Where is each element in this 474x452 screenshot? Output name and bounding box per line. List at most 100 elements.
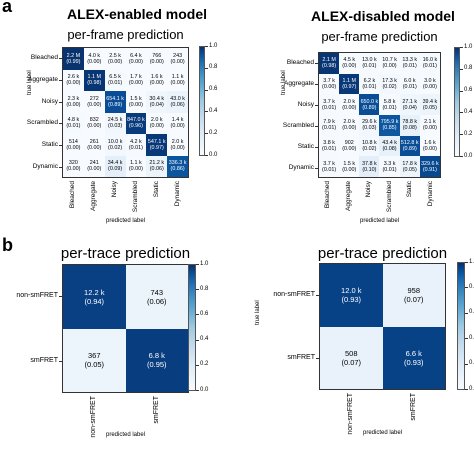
colorbar-tick <box>460 90 463 92</box>
cell-count: 241 <box>89 160 99 167</box>
cell-count: 2.1 k <box>424 119 436 126</box>
cell-fraction: (0.04) <box>149 101 164 108</box>
cell-fraction: (0.00) <box>149 58 164 65</box>
cell-fraction: (0.01) <box>66 123 81 130</box>
cell-count: 29.6 k <box>362 119 377 126</box>
heatmap-cell: 4.5 k (0.00) <box>339 53 360 74</box>
row-tick <box>59 101 62 103</box>
cell-count: 10.0 k <box>107 138 123 145</box>
cell-fraction: (0.99) <box>66 58 81 65</box>
heatmap-cell: 3.7 k (0.01) <box>319 94 340 115</box>
heatmap-cell: 29.6 k (0.03) <box>359 114 380 136</box>
colorbar-tick <box>196 339 199 341</box>
cell-count: 7.9 k <box>323 119 335 126</box>
heatmap-cell: 320 (0.00) <box>63 155 84 177</box>
pf-disabled-ylabel: true label <box>281 70 287 95</box>
heatmap-cell: 3.7 k (0.01) <box>319 156 340 177</box>
cell-count: 1.6 k <box>150 74 163 81</box>
cell-count: 272 <box>89 95 99 102</box>
cell-count: 2.0 k <box>343 98 356 105</box>
cell-fraction: (0.00) <box>128 101 143 108</box>
row-tick <box>59 360 62 362</box>
cell-fraction: (0.07) <box>341 357 362 367</box>
pt-enabled-ylabel: true label <box>0 300 2 325</box>
cell-fraction: (0.01) <box>322 145 337 152</box>
cell-fraction: (0.85) <box>382 125 397 132</box>
row-label: Dynamic <box>288 163 314 171</box>
heatmap-cell: 795.9 k (0.85) <box>379 114 400 136</box>
cell-fraction: (0.00) <box>170 58 185 65</box>
cell-count: 2.6 k <box>67 74 80 81</box>
cell-count: 3.8 k <box>323 139 335 146</box>
heatmap-cell: 1.1 M (0.98) <box>83 69 105 91</box>
colorbar-tick <box>196 364 199 366</box>
cell-fraction: (0.02) <box>108 144 123 151</box>
cell-count: 1.1 k <box>171 74 184 81</box>
cell-count: 1.1 k <box>130 160 142 167</box>
cell-count: 43.4 k <box>382 139 397 146</box>
heatmap-cell: 13.0 k (0.01) <box>359 53 380 74</box>
cell-fraction: (0.01) <box>362 83 377 90</box>
cell-count: 17.3 k <box>382 77 397 84</box>
cell-count: 10.7 k <box>382 57 397 64</box>
cell-fraction: (0.03) <box>108 123 123 130</box>
row-label: smFRET <box>30 356 58 364</box>
row-label: Aggregate <box>28 75 58 83</box>
cell-count: 5.8 k <box>383 98 396 105</box>
row-label: Static <box>41 141 58 149</box>
pt-enabled-title: per-trace prediction <box>60 245 191 262</box>
heatmap-cell: 6.0 k (0.01) <box>399 73 420 95</box>
cell-fraction: (0.00) <box>382 63 397 70</box>
heatmap-cell: 3.0 k (0.00) <box>419 73 440 95</box>
cell-count: 27.1 k <box>402 98 418 105</box>
cell-count: 514 <box>68 138 78 145</box>
column-label: smFRET <box>153 396 161 424</box>
cell-fraction: (0.00) <box>66 80 81 87</box>
heatmap-cell: 261 (0.00) <box>83 134 105 156</box>
cell-count: 1.7 k <box>130 74 142 81</box>
row-tick <box>315 146 318 148</box>
colorbar-tick <box>196 264 199 265</box>
heatmap-cell: 743 (0.06) <box>125 265 188 329</box>
colorbar-tick-label: 0.6 <box>464 87 473 94</box>
colorbar-tick <box>205 155 208 156</box>
row-label: non-smFRET <box>273 290 315 298</box>
cell-count: 34.4 k <box>107 160 123 167</box>
cell-count: 1.1 M <box>87 74 101 81</box>
heatmap-cell: 6.5 k (0.01) <box>104 69 126 91</box>
colorbar-tick-label: 0.8 <box>209 64 218 71</box>
row-label: Aggregate <box>284 79 314 87</box>
cell-fraction: (0.06) <box>170 101 185 108</box>
heatmap-cell: 1.7 k (0.00) <box>125 69 147 91</box>
cell-fraction: (0.97) <box>149 144 164 151</box>
cell-count: 6.0 k <box>403 77 416 84</box>
heatmap-cell: 2.0 k (0.00) <box>339 94 360 115</box>
cell-fraction: (0.89) <box>402 145 417 152</box>
cell-count: 3.7 k <box>323 160 335 167</box>
row-tick <box>59 123 62 125</box>
cell-fraction: (0.05) <box>402 166 417 173</box>
heatmap-cell: 4.8 k (0.01) <box>63 112 84 134</box>
cell-fraction: (0.98) <box>87 80 102 87</box>
heatmap-cell: 547.1 k (0.97) <box>146 134 168 156</box>
heatmap-cell: 2.0 k (0.00) <box>146 112 168 134</box>
left-model-header: ALEX-enabled model <box>66 6 208 22</box>
cell-count: 1.4 k <box>171 117 184 124</box>
colorbar-tick-label: 0.4 <box>464 108 473 115</box>
column-label: Aggregate <box>89 181 97 211</box>
cell-count: 10.8 k <box>362 139 377 146</box>
heatmap-cell: 6.8 k (0.95) <box>125 328 188 392</box>
cell-fraction: (0.00) <box>87 58 102 65</box>
colorbar-tick <box>196 390 199 391</box>
cell-count: 17.8 k <box>402 160 418 167</box>
cell-count: 2.3 k <box>67 95 80 102</box>
heatmap-cell: 3.3 k (0.01) <box>379 156 400 177</box>
colorbar-tick <box>205 46 208 47</box>
colorbar-tick-label: 0.0 <box>469 385 474 392</box>
colorbar-tick-label: 0.6 <box>209 86 218 93</box>
pf-disabled-colorbar <box>454 47 460 157</box>
cell-count: 547.1 k <box>147 138 166 145</box>
colorbar-tick-label: 1.0 <box>464 43 473 50</box>
colorbar-tick <box>460 134 463 136</box>
colorbar-tick <box>465 338 468 340</box>
